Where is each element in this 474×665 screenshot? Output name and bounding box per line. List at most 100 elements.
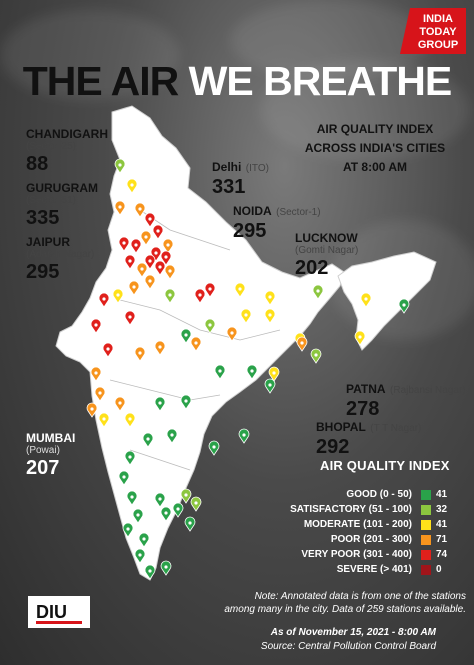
station-marker-dot: [158, 497, 162, 501]
station-marker-dot: [138, 351, 142, 355]
station-marker-dot: [130, 183, 134, 187]
brand-line2: TODAY: [419, 26, 457, 38]
city-name: Delhi: [212, 160, 242, 174]
city-patna: PATNA (Rajbansi Nagar) 278: [346, 380, 466, 421]
station-marker-dot: [188, 521, 192, 525]
city-delhi: Delhi (ITO) 331: [212, 158, 269, 199]
station-marker-dot: [134, 243, 138, 247]
station-marker-dot: [316, 289, 320, 293]
legend-swatch: [421, 505, 431, 515]
station-marker-dot: [148, 279, 152, 283]
station-marker-dot: [198, 293, 202, 297]
station-marker-dot: [238, 287, 242, 291]
city-aqi-value: 335: [26, 207, 60, 229]
station-marker-dot: [94, 371, 98, 375]
station-marker-dot: [122, 241, 126, 245]
station-marker-dot: [218, 369, 222, 373]
station-marker-dot: [144, 235, 148, 239]
station-marker-dot: [158, 401, 162, 405]
city-name: LUCKNOW: [295, 231, 358, 245]
city-name: MUMBAI: [26, 431, 76, 445]
station-marker-dot: [138, 207, 142, 211]
station-marker-dot: [208, 287, 212, 291]
legend-item: SEVERE (> 401) 0: [260, 563, 460, 578]
legend: GOOD (0 - 50) 41 SATISFACTORY (51 - 100) 32…: [260, 488, 460, 578]
city-station: (Sector-1): [276, 207, 321, 218]
city-aqi-value: 207: [26, 457, 60, 479]
aqi-title-line3: AT 8:00 AM: [342, 160, 407, 174]
station-marker-dot: [212, 445, 216, 449]
city-aqi-value: 202: [295, 257, 329, 279]
station-marker-dot: [106, 347, 110, 351]
station-marker-dot: [142, 537, 146, 541]
station-marker-dot: [244, 313, 248, 317]
station-marker-dot: [140, 267, 144, 271]
city-station: (Adarsh Nagar): [26, 249, 95, 260]
station-marker-dot: [272, 371, 276, 375]
brand-line3: GROUP: [418, 39, 458, 51]
city-name: GURUGRAM: [26, 181, 98, 195]
station-marker-dot: [364, 297, 368, 301]
legend-swatch: [421, 550, 431, 560]
legend-item: VERY POOR (301 - 400) 74: [260, 548, 460, 563]
aqi-title-line1: AIR QUALITY INDEX: [316, 122, 434, 136]
legend-label: GOOD (0 - 50): [346, 489, 412, 500]
station-marker-dot: [194, 501, 198, 505]
city-bhopal: BHOPAL (T T Nagar) 292: [316, 418, 421, 459]
city-name: BHOPAL: [316, 420, 366, 434]
station-marker-dot: [268, 295, 272, 299]
legend-count: 71: [436, 534, 448, 545]
station-marker-dot: [102, 297, 106, 301]
station-marker-dot: [132, 285, 136, 289]
city-station: (Powai): [26, 445, 60, 456]
station-marker-dot: [128, 259, 132, 263]
city-station: (ITO): [245, 163, 269, 174]
station-marker-dot: [184, 333, 188, 337]
city-station: (Rajbansi Nagar): [390, 385, 466, 396]
diu-logo: DIU: [28, 596, 90, 628]
station-marker-dot: [250, 369, 254, 373]
station-marker-dot: [118, 163, 122, 167]
city-gurugram: GURUGRAM (Sector-51) 335: [26, 181, 98, 230]
headline-part2: WE BREATHE: [188, 58, 453, 104]
station-marker-dot: [156, 229, 160, 233]
city-noida: NOIDA (Sector-1) 295: [233, 202, 321, 243]
note-line2: among many in the city. Data of 259 stat…: [224, 604, 466, 615]
legend-count: 41: [436, 489, 448, 500]
legend-swatch: [421, 565, 431, 575]
legend-label: SATISFACTORY (51 - 100): [290, 504, 412, 515]
station-marker-dot: [122, 475, 126, 479]
legend-swatch: [421, 535, 431, 545]
station-marker-dot: [118, 401, 122, 405]
station-marker-dot: [126, 527, 130, 531]
city-lucknow: LUCKNOW (Gomti Nagar) 202: [295, 231, 358, 280]
as-of: As of November 15, 2021 - 8:00 AM Source…: [170, 626, 436, 654]
city-mumbai: MUMBAI (Powai) 207: [26, 431, 76, 480]
legend-count: 32: [436, 504, 448, 515]
aqi-title: AIR QUALITY INDEX ACROSS INDIA'S CITIES …: [300, 120, 450, 177]
legend-count: 41: [436, 519, 448, 530]
station-marker-dot: [154, 251, 158, 255]
city-aqi-value: 295: [26, 261, 60, 283]
station-marker-dot: [176, 507, 180, 511]
station-marker-dot: [166, 243, 170, 247]
station-marker-dot: [158, 345, 162, 349]
legend-label: SEVERE (> 401): [336, 564, 412, 575]
city-aqi-value: 292: [316, 436, 350, 458]
legend-swatch: [421, 520, 431, 530]
legend-label: POOR (201 - 300): [330, 534, 412, 545]
note-line1: Note: Annotated data is from one of the …: [254, 591, 466, 602]
station-marker-dot: [168, 269, 172, 273]
station-marker-dot: [170, 433, 174, 437]
station-marker-dot: [102, 417, 106, 421]
station-marker-dot: [230, 331, 234, 335]
station-marker-dot: [128, 455, 132, 459]
station-marker-dot: [164, 511, 168, 515]
legend-count: 74: [436, 549, 448, 560]
station-marker-dot: [402, 303, 406, 307]
legend-item: POOR (201 - 300) 71: [260, 533, 460, 548]
station-marker-dot: [128, 315, 132, 319]
city-jaipur: JAIPUR (Adarsh Nagar) 295: [26, 236, 95, 284]
legend-count: 0: [436, 564, 442, 575]
